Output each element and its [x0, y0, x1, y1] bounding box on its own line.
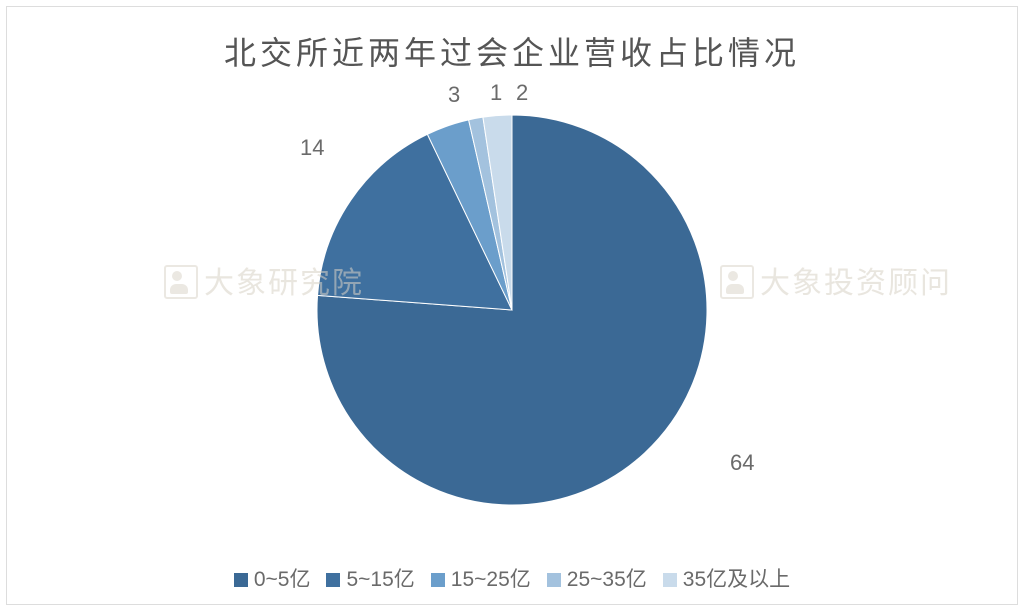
legend-item: 25~35亿	[547, 563, 647, 593]
pie-data-label: 14	[300, 135, 324, 161]
legend-label: 5~15亿	[346, 568, 414, 591]
legend-item: 5~15亿	[326, 563, 414, 593]
pie-data-label: 64	[730, 450, 754, 476]
pie-data-label: 3	[448, 82, 460, 108]
pie-data-label: 2	[516, 80, 528, 106]
pie-svg	[0, 80, 1024, 540]
legend-label: 0~5亿	[254, 568, 311, 591]
legend-swatch	[234, 573, 248, 587]
legend-item: 0~5亿	[234, 563, 311, 593]
legend-label: 15~25亿	[451, 568, 531, 591]
legend-swatch	[431, 573, 445, 587]
legend-swatch	[547, 573, 561, 587]
pie-chart-area: 64 14 3 12	[0, 80, 1024, 540]
chart-title: 北交所近两年过会企业营收占比情况	[0, 28, 1024, 74]
legend: 0~5亿 5~15亿 15~25亿 25~35亿 35亿及以上	[0, 563, 1024, 593]
legend-label: 35亿及以上	[683, 568, 790, 591]
legend-swatch	[326, 573, 340, 587]
legend-swatch	[663, 573, 677, 587]
legend-item: 15~25亿	[431, 563, 531, 593]
legend-label: 25~35亿	[567, 568, 647, 591]
legend-item: 35亿及以上	[663, 563, 790, 593]
pie-data-label: 1	[490, 80, 502, 106]
